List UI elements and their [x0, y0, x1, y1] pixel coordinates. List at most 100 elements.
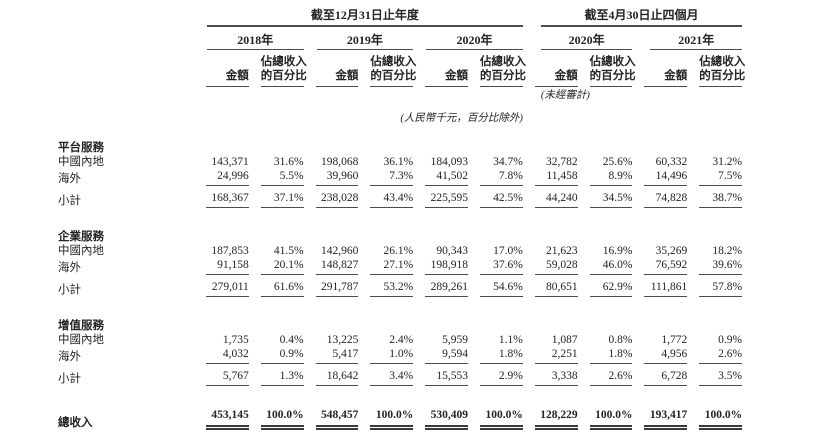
cell-value: 38.7% — [699, 191, 743, 208]
units-note: (人民幣千元，百分比除外) — [400, 113, 523, 124]
cell-value: 193,417 — [644, 408, 688, 430]
cell-value: 41,502 — [425, 169, 468, 186]
cell-value: 100.0% — [699, 408, 743, 430]
cell-value: 36.1% — [383, 156, 414, 168]
section-label: 平台服務 — [58, 142, 104, 154]
cell-value: 21,623 — [546, 245, 578, 257]
cell-value: 37.6% — [479, 258, 523, 275]
cell-value: 7.5% — [699, 169, 743, 186]
cell-value: 198,068 — [321, 156, 359, 168]
cell-value: 184,093 — [430, 156, 468, 168]
cell-value: 100.0% — [589, 408, 633, 430]
section-label: 增值服務 — [58, 320, 104, 332]
cell-value: 2.4% — [389, 334, 414, 346]
cell-value: 530,409 — [425, 408, 468, 430]
cell-value: 16.9% — [602, 245, 633, 257]
column-header-row: 金額 佔總收入 的百分比 金額 佔總收入 的百分比 金額 佔總收入 的百分比 金額 佔… — [0, 50, 745, 87]
cell-value: 31.2% — [712, 156, 743, 168]
unaudited-note-row: (未經審計) — [0, 87, 742, 102]
unaudited-note: (未經審計) — [540, 90, 590, 101]
amount-column-header: 金額 — [534, 69, 578, 87]
revenue-breakdown-table: 截至12月31日止年度 截至4月30日止四個月 2018年 2019年 2020… — [0, 6, 745, 430]
cell-value: 2.6% — [589, 369, 633, 386]
cell-value: 90,343 — [436, 245, 468, 257]
cell-value: 0.9% — [718, 334, 743, 346]
amount-column-header: 金額 — [206, 69, 249, 87]
cell-value: 27.1% — [370, 258, 414, 275]
cell-value: 91,158 — [206, 258, 249, 275]
cell-value: 1,735 — [222, 334, 249, 346]
section-label: 企業服務 — [58, 231, 104, 243]
cell-value: 62.9% — [589, 280, 633, 297]
percentage-column-header: 佔總收入 的百分比 — [589, 55, 636, 87]
cell-value: 25.6% — [602, 156, 633, 168]
row-label: 海外 — [58, 351, 81, 363]
cell-value: 453,145 — [206, 408, 249, 430]
cell-value: 35,269 — [655, 245, 688, 257]
cell-value: 41.5% — [273, 245, 304, 257]
cell-value: 39,960 — [315, 169, 359, 186]
table-row: 中國內地 143,371 31.6% 198,068 36.1% 184,093 34.7%… — [0, 155, 742, 169]
cell-value: 1.8% — [479, 347, 523, 364]
cell-value: 1.0% — [370, 347, 414, 364]
cell-value: 5,417 — [315, 347, 359, 364]
percentage-column-header: 佔總收入 的百分比 — [260, 55, 307, 87]
cell-value: 18.2% — [712, 245, 743, 257]
units-note-row: (人民幣千元，百分比除外) — [0, 102, 742, 125]
cell-value: 46.0% — [589, 258, 633, 275]
year-header-2020-4m: 2020年 — [540, 33, 633, 50]
amount-column-header: 金額 — [425, 69, 468, 87]
cell-value: 187,853 — [211, 245, 249, 257]
table-row: 小計 279,011 61.6% 291,787 53.2% 289,261 54.6% 80… — [0, 275, 743, 297]
cell-value: 1.8% — [589, 347, 633, 364]
cell-value: 61.6% — [260, 280, 304, 297]
table-row: 海外 91,158 20.1% 148,827 27.1% 198,918 37.6% 59,… — [0, 258, 743, 275]
cell-value: 34.5% — [589, 191, 633, 208]
cell-value: 548,457 — [315, 408, 359, 430]
cell-value: 15,553 — [425, 369, 468, 386]
cell-value: 59,028 — [534, 258, 578, 275]
cell-value: 20.1% — [260, 258, 304, 275]
table-row: 總收入 453,145 100.0% 548,457 100.0% 530,409 100.… — [0, 386, 743, 430]
cell-value: 54.6% — [479, 280, 523, 297]
percentage-column-header: 佔總收入 的百分比 — [479, 55, 526, 87]
cell-value: 7.8% — [479, 169, 523, 186]
cell-value: 5,767 — [206, 369, 249, 386]
cell-value: 44,240 — [534, 191, 578, 208]
row-label: 中國內地 — [58, 334, 104, 346]
cell-value: 3.5% — [699, 369, 743, 386]
cell-value: 80,651 — [534, 280, 578, 297]
cell-value: 17.0% — [493, 245, 523, 257]
cell-value: 11,458 — [534, 169, 578, 186]
percentage-column-header: 佔總收入 的百分比 — [370, 55, 416, 87]
table-row: 增值服務 — [0, 297, 742, 333]
cell-value: 5,959 — [442, 334, 468, 346]
cell-value: 100.0% — [370, 408, 414, 430]
cell-value: 43.4% — [370, 191, 414, 208]
row-label: 中國內地 — [58, 245, 104, 257]
table-row: 小計 5,767 1.3% 18,642 3.4% 15,553 2.9% 3,338 2.6%… — [0, 364, 743, 386]
cell-value: 42.5% — [479, 191, 523, 208]
period-group-row: 截至12月31日止年度 截至4月30日止四個月 — [0, 6, 743, 27]
cell-value: 100.0% — [479, 408, 523, 430]
year-header-2019: 2019年 — [316, 33, 414, 50]
cell-value: 7.3% — [370, 169, 414, 186]
cell-value: 291,787 — [315, 280, 359, 297]
table-row: 海外 4,032 0.9% 5,417 1.0% 9,594 1.8% 2,251 1.8% 4,… — [0, 347, 743, 364]
cell-value: 238,028 — [315, 191, 359, 208]
cell-value: 4,032 — [206, 347, 249, 364]
cell-value: 2.6% — [699, 347, 743, 364]
row-label: 總收入 — [58, 417, 93, 429]
cell-value: 2.9% — [479, 369, 523, 386]
row-label: 小計 — [58, 195, 81, 207]
row-label: 小計 — [58, 373, 81, 385]
cell-value: 1,087 — [551, 334, 578, 346]
cell-value: 57.8% — [699, 280, 743, 297]
cell-value: 225,595 — [425, 191, 468, 208]
row-label: 小計 — [58, 284, 81, 296]
table-row: 企業服務 — [0, 208, 742, 244]
cell-value: 34.7% — [493, 156, 523, 168]
cell-value: 148,827 — [315, 258, 359, 275]
cell-value: 37.1% — [260, 191, 304, 208]
cell-value: 13,225 — [326, 334, 359, 346]
